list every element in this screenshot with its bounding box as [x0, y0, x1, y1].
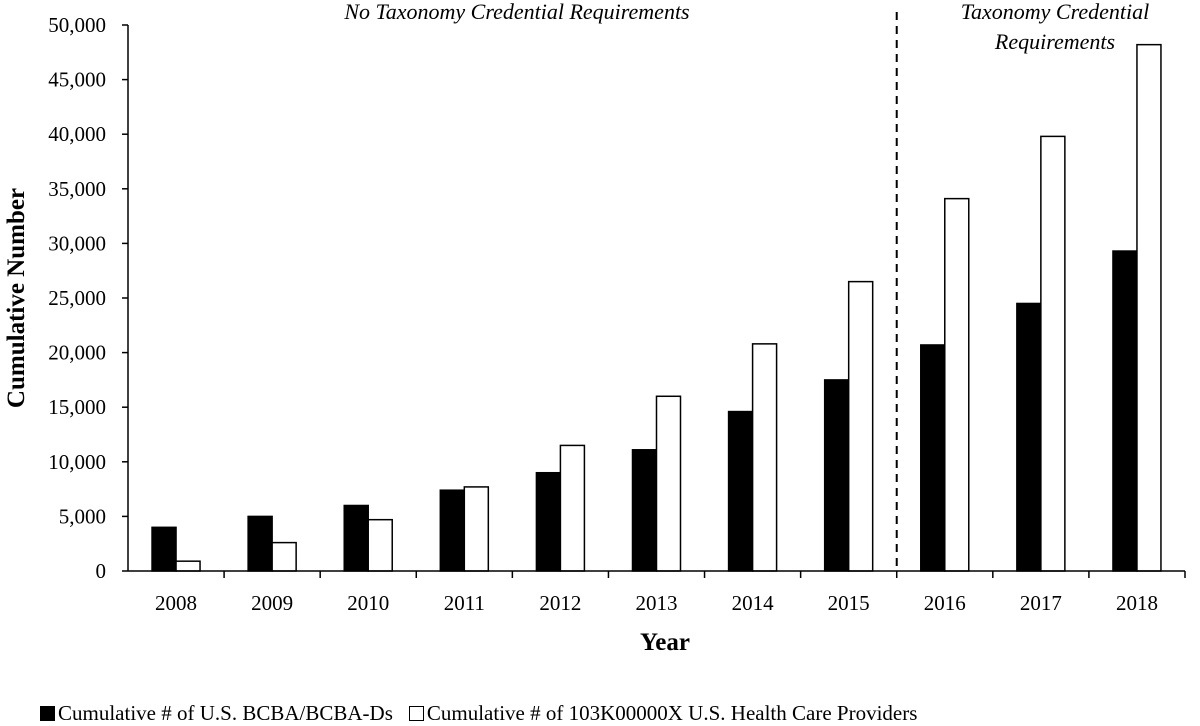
- bar-bcba: [535, 471, 562, 572]
- annotation-requirements-line2: Requirements: [994, 29, 1115, 54]
- bar-providers: [847, 280, 874, 572]
- y-tick-label: 20,000: [48, 341, 106, 365]
- y-tick-label: 15,000: [48, 395, 106, 419]
- bar-bcba: [823, 379, 850, 572]
- bars: [151, 43, 1162, 572]
- bar-providers: [463, 486, 490, 572]
- x-axis-title: Year: [640, 629, 690, 656]
- bar-bcba: [151, 526, 177, 572]
- x-tick-label: 2016: [924, 591, 966, 615]
- y-tick-label: 45,000: [48, 68, 106, 92]
- y-axis-ticks: 0 5,000 10,000 15,000 20,000 25,000 30,000 35,0…: [48, 13, 128, 583]
- bar-bcba: [1112, 250, 1138, 572]
- legend-item-bcba: Cumulative # of U.S. BCBA/BCBA-Ds: [40, 701, 393, 726]
- legend-item-providers: Cumulative # of 103K00000X U.S. Health C…: [408, 700, 918, 726]
- x-tick-label: 2015: [828, 591, 870, 615]
- y-tick-label: 0: [96, 559, 107, 583]
- bar-providers: [944, 197, 970, 572]
- legend-label-providers: Cumulative # of 103K00000X U.S. Health C…: [426, 700, 918, 725]
- y-tick-label: 10,000: [48, 450, 106, 474]
- bar-bcba: [1016, 302, 1042, 572]
- bar-chart: 0 5,000 10,000 15,000 20,000 25,000 30,000 35,0…: [3, 0, 1186, 656]
- bar-providers: [751, 343, 778, 572]
- bar-bcba: [439, 489, 466, 572]
- bar-bcba: [247, 515, 273, 572]
- x-tick-label: 2017: [1020, 591, 1062, 615]
- annotation-requirements-line1: Taxonomy Credential: [961, 0, 1149, 24]
- y-axis-title: Cumulative Number: [3, 188, 30, 408]
- bar-bcba: [343, 504, 369, 572]
- x-tick-label: 2009: [251, 591, 293, 615]
- y-tick-label: 50,000: [48, 13, 106, 37]
- x-tick-label: 2008: [155, 591, 197, 615]
- bar-bcba: [631, 449, 658, 572]
- bar-providers: [271, 541, 297, 572]
- y-tick-label: 40,000: [48, 122, 106, 146]
- annotation-no-requirements: No Taxonomy Credential Requirements: [343, 0, 689, 24]
- bar-providers: [655, 395, 682, 572]
- bar-providers: [175, 560, 201, 572]
- x-tick-label: 2014: [732, 591, 775, 615]
- x-tick-label: 2011: [444, 591, 485, 615]
- y-tick-label: 35,000: [48, 177, 106, 201]
- y-tick-label: 5,000: [59, 504, 106, 528]
- x-tick-label: 2010: [347, 591, 389, 615]
- legend-label-bcba: Cumulative # of U.S. BCBA/BCBA-Ds: [58, 700, 393, 725]
- legend-swatch-solid: [40, 705, 55, 721]
- x-tick-label: 2013: [636, 591, 678, 615]
- legend: Cumulative # of U.S. BCBA/BCBA-Ds Cumula…: [40, 700, 933, 726]
- bar-providers: [367, 518, 393, 572]
- y-tick-label: 25,000: [48, 286, 106, 310]
- x-axis-ticks: 2008 2009 2010 2011 2012 2013 2014 2015 2016 2017…: [155, 571, 1186, 615]
- bar-providers: [1136, 43, 1162, 572]
- bar-bcba: [727, 410, 754, 572]
- legend-swatch-outline: [408, 705, 424, 721]
- x-tick-label: 2018: [1116, 591, 1158, 615]
- bar-bcba: [920, 344, 946, 572]
- x-tick-label: 2012: [539, 591, 581, 615]
- y-tick-label: 30,000: [48, 231, 106, 255]
- bar-providers: [1040, 135, 1066, 572]
- bar-providers: [559, 444, 586, 572]
